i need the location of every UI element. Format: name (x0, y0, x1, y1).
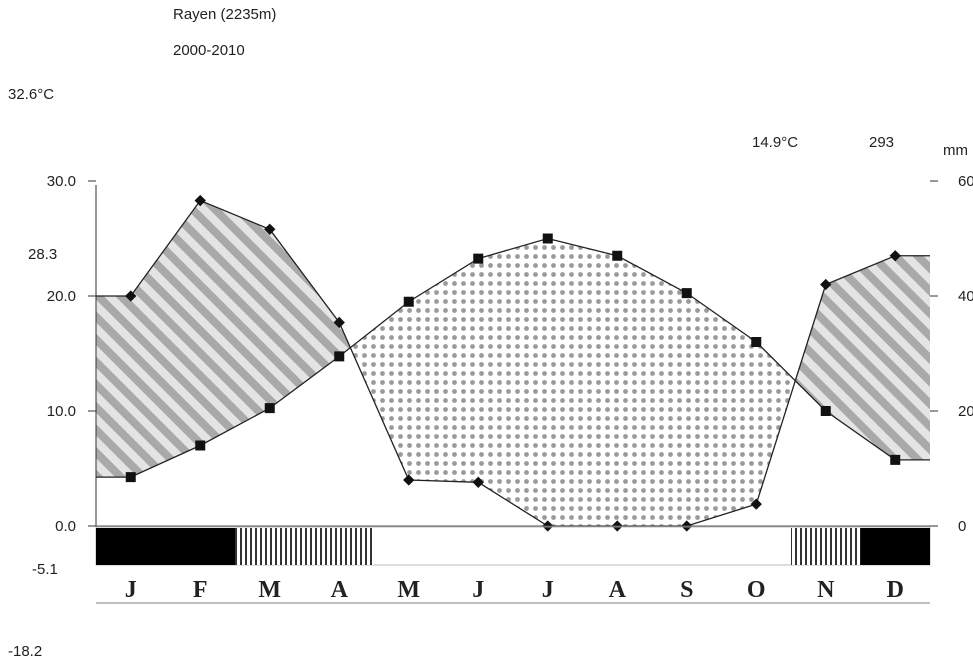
series-0-point-5 (472, 476, 484, 488)
left-tick-label-0: 30.0 (47, 173, 76, 190)
month-label-9: O (747, 577, 766, 603)
right-tick-label-3: 0 (958, 518, 966, 535)
series-0-point-3 (333, 316, 345, 329)
humid-area-0 (96, 200, 351, 478)
month-label-2: M (258, 577, 281, 603)
frost-band-3 (860, 528, 930, 565)
arid-area-1 (350, 238, 796, 526)
series-0-point-9 (750, 498, 762, 510)
series-1-point-6 (542, 233, 553, 244)
series-1-point-10 (820, 406, 831, 416)
frost-band-2 (791, 528, 861, 565)
month-label-7: A (609, 577, 627, 603)
series-0-point-10 (820, 278, 832, 291)
series-1-point-5 (473, 253, 484, 264)
series-0-point-4 (403, 474, 415, 486)
series-1-point-2 (264, 403, 275, 414)
series-1-point-3 (334, 351, 345, 362)
right-tick-label-1: 40 (958, 288, 973, 305)
mean-temp: 14.9°C (752, 134, 799, 151)
series-1-point-4 (403, 296, 414, 307)
right-tick-label-2: 20 (958, 403, 973, 420)
left-tick-label-1: 20.0 (47, 288, 76, 305)
series-0-point-11 (889, 250, 901, 262)
abs-min-temp: -18.2 (8, 643, 43, 660)
month-label-0: J (125, 577, 137, 603)
series-1-point-7 (612, 250, 623, 261)
abs-max-temp: 32.6°C (8, 86, 55, 103)
series-1-point-0 (125, 472, 136, 483)
month-label-3: A (331, 577, 349, 603)
annual-precip: 293 (869, 134, 895, 151)
series-1-point-1 (195, 440, 206, 451)
series-0-point-2 (264, 223, 276, 235)
month-label-8: S (680, 577, 693, 603)
series-1-point-9 (751, 337, 762, 347)
month-label-4: M (397, 577, 420, 603)
frost-band-0 (96, 528, 235, 565)
station-title: Rayen (2235m) (173, 6, 277, 23)
month-label-5: J (472, 577, 484, 603)
mean-max-warmest: 28.3 (28, 246, 58, 263)
month-label-10: N (817, 577, 835, 603)
left-tick-label-2: 10.0 (47, 403, 76, 420)
left-tick-label-3: 0.0 (55, 518, 76, 535)
period-label: 2000-2010 (173, 42, 245, 59)
month-label-11: D (887, 577, 904, 603)
right-tick-label-0: 60 (958, 173, 973, 190)
month-label-6: J (542, 577, 554, 603)
month-label-1: F (193, 577, 208, 603)
precip-unit: mm (943, 142, 968, 159)
frost-band-1 (235, 528, 374, 565)
series-line-1 (96, 237, 930, 478)
humid-area-2 (795, 255, 930, 460)
mean-min-coldest: -5.1 (32, 561, 58, 578)
series-1-point-11 (890, 454, 901, 465)
series-line-0 (96, 199, 930, 527)
series-1-point-8 (681, 288, 692, 299)
series-0-point-1 (194, 194, 206, 207)
